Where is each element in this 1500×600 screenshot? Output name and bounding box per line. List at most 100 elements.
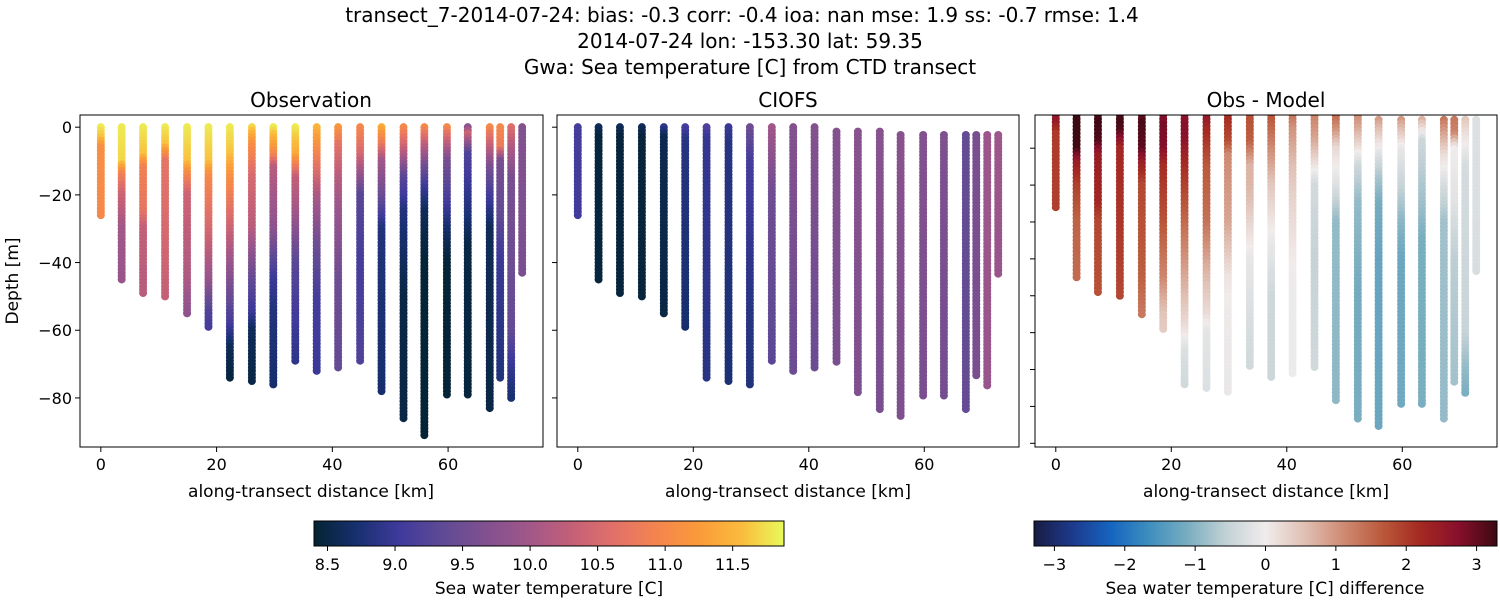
data-point [1353, 414, 1362, 423]
data-point [1472, 267, 1481, 276]
x-tick-label: 60 [438, 455, 458, 474]
station-column [1310, 115, 1319, 371]
data-point [377, 387, 386, 396]
data-point [637, 292, 646, 301]
y-tick-label: −20 [38, 186, 72, 205]
data-point [1159, 324, 1168, 333]
colorbar-tick-label: 2 [1401, 555, 1411, 574]
station-column [269, 123, 278, 389]
suptitle-line-1: transect_7-2014-07-24: bias: -0.3 corr: … [345, 3, 1139, 27]
data-point [832, 357, 841, 366]
y-tick-label: 0 [62, 118, 72, 137]
colorbar-tick-label: 9.0 [382, 555, 407, 574]
y-tick-label: −60 [38, 321, 72, 340]
data-point [1202, 383, 1211, 392]
colorbar-tick-label: 3 [1472, 555, 1482, 574]
station-column [442, 123, 451, 399]
colorbar-tick-label: 8.5 [315, 555, 340, 574]
station-column [1461, 115, 1470, 397]
data-point [183, 309, 192, 318]
data-point [247, 377, 256, 386]
station-column [291, 123, 300, 365]
station-column [1397, 115, 1406, 408]
colorbar-tick-label: 9.5 [450, 555, 475, 574]
data-point [1331, 396, 1340, 405]
station-column [767, 123, 776, 365]
data-point [1288, 369, 1297, 378]
data-point [442, 390, 451, 399]
colorbar-tick-label: −1 [1183, 555, 1207, 574]
axes-frame [1034, 114, 1498, 448]
data-point [681, 322, 690, 331]
axes-frame [79, 114, 544, 448]
station-column [507, 123, 516, 402]
x-tick-label: 20 [683, 455, 703, 474]
y-axis-label: Depth [m] [3, 237, 23, 324]
data-point [810, 363, 819, 372]
station-column [139, 123, 148, 298]
station-column [1450, 115, 1459, 386]
x-tick-label: 40 [322, 455, 342, 474]
colorbar-difference-label: Sea water temperature [C] difference [1105, 579, 1424, 599]
axes-frame [556, 114, 1020, 448]
data-point [1161, 115, 1165, 116]
station-column [485, 123, 494, 413]
station-column [875, 127, 884, 414]
data-point [1140, 115, 1144, 116]
data-point [269, 380, 278, 389]
data-point [356, 356, 365, 365]
x-tick-label: 0 [96, 455, 106, 474]
station-column [961, 130, 970, 414]
x-axis-label-obs-minus-model: along-transect distance [km] [1143, 482, 1389, 502]
data-point [485, 404, 494, 413]
x-tick-label: 20 [206, 455, 226, 474]
data-point [1310, 362, 1319, 371]
station-column [1245, 115, 1254, 370]
colorbar-temperature [313, 520, 785, 547]
station-column [377, 123, 386, 396]
colorbar-tick-label: −3 [1043, 555, 1067, 574]
x-tick-label: 0 [1051, 455, 1061, 474]
x-tick-label: 60 [1392, 455, 1412, 474]
station-column [615, 123, 624, 298]
station-column [1374, 115, 1383, 430]
data-point [1417, 399, 1426, 408]
data-point [225, 373, 234, 382]
station-column [399, 123, 408, 423]
colorbar-tick-label: 10.0 [512, 555, 548, 574]
data-point [1093, 288, 1102, 297]
data-point [702, 373, 711, 382]
station-column [1180, 115, 1189, 389]
station-column [594, 123, 603, 284]
station-column [1288, 115, 1297, 378]
data-point [204, 322, 213, 331]
data-point [96, 211, 105, 220]
station-column [96, 123, 105, 220]
scatter-points-1 [573, 123, 1003, 420]
data-point [1115, 291, 1124, 300]
x-tick-label: 20 [1161, 455, 1181, 474]
data-point [496, 373, 505, 382]
data-point [161, 292, 170, 301]
station-column [939, 130, 948, 400]
colorbar-tick-label: 11.5 [715, 555, 751, 574]
colorbar-tick-label: 0 [1260, 555, 1270, 574]
data-point [399, 414, 408, 423]
station-column [1472, 115, 1481, 276]
station-column [312, 123, 321, 375]
x-axis-label-ciofs: along-transect distance [km] [665, 482, 911, 502]
data-point [789, 366, 798, 375]
station-column [983, 130, 992, 390]
data-point [420, 431, 429, 440]
data-point [507, 393, 516, 402]
station-column [1072, 115, 1081, 282]
colorbar-tick-label: 10.5 [580, 555, 616, 574]
data-point [1223, 387, 1232, 396]
station-column [1331, 115, 1340, 405]
data-point [117, 275, 126, 284]
data-point [961, 405, 970, 414]
station-column [810, 123, 819, 372]
scatter-points-0 [96, 123, 527, 440]
data-point [1245, 361, 1254, 370]
data-point [139, 289, 148, 298]
